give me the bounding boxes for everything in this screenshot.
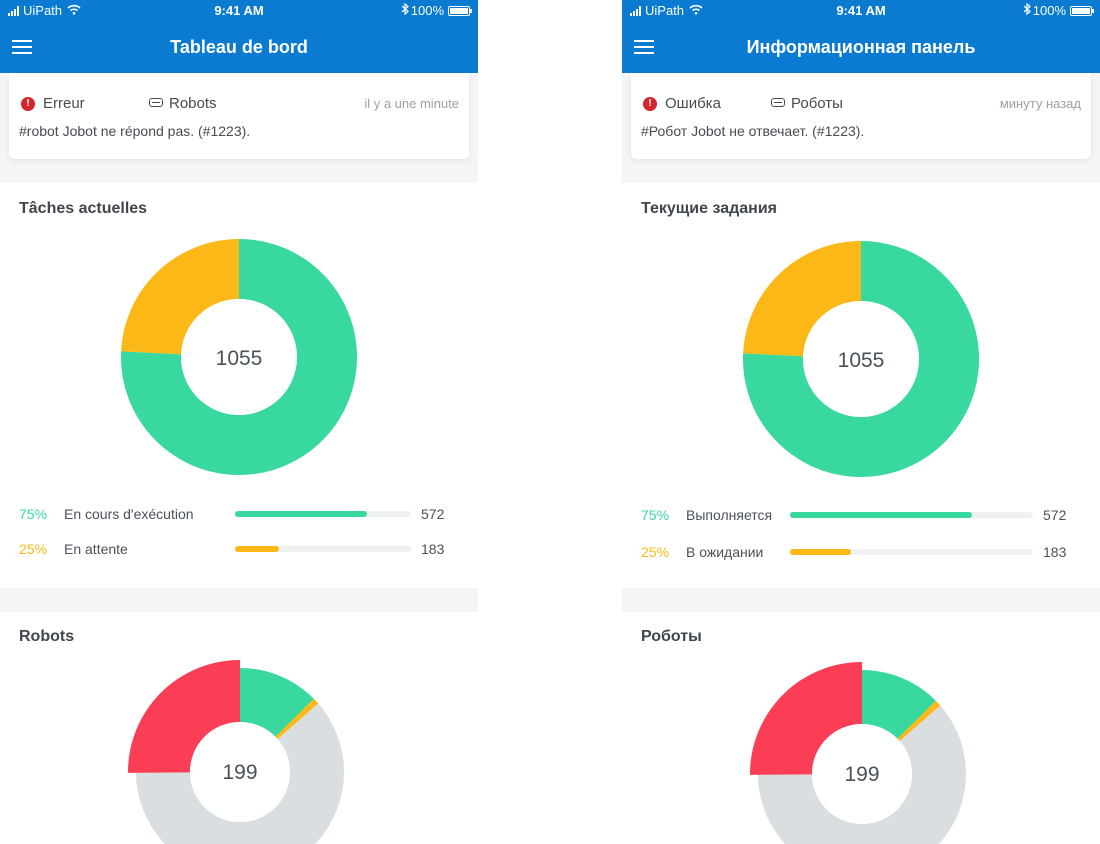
legend-row-running: 75% Выполняется 572	[622, 507, 1100, 525]
legend-percent: 75%	[19, 506, 48, 522]
signal-icon	[630, 5, 641, 16]
robot-icon	[149, 98, 163, 107]
nav-bar: Tableau de bord	[0, 22, 478, 73]
slice-pending	[121, 239, 239, 355]
bluetooth-icon	[1023, 2, 1031, 18]
wifi-icon	[67, 3, 81, 18]
error-icon: !	[21, 97, 35, 111]
status-time: 9:41 AM	[214, 3, 264, 18]
robots-title: Роботы	[641, 628, 702, 645]
robots-total: 199	[844, 763, 879, 786]
donut-hole	[803, 301, 919, 417]
slice-available	[240, 668, 314, 737]
page-title: Информационная панель	[746, 37, 976, 57]
tasks-total: 1055	[838, 349, 885, 372]
legend-row-running: 75% En cours d'exécution 572	[0, 506, 478, 524]
tasks-title: Текущие задания	[641, 200, 777, 217]
robots-title: Robots	[19, 628, 75, 645]
nav-bar: Информационная панель	[622, 22, 1100, 73]
battery-icon	[448, 5, 472, 16]
battery-percent: 100%	[1032, 3, 1066, 18]
legend-label: En attente	[64, 541, 128, 557]
alert-card[interactable]: ! Ошибка Роботы минуту назад #Робот Jobo…	[631, 73, 1091, 159]
progress-fill	[235, 546, 279, 552]
carrier-label: UiPath	[645, 3, 685, 18]
legend-percent: 25%	[641, 544, 670, 560]
legend-row-pending: 25% En attente 183	[0, 541, 478, 559]
alert-category: Robots	[169, 95, 217, 112]
tasks-card[interactable]: Текущие задания 1055 75% Выполняется 572…	[622, 183, 1100, 588]
legend-label: Выполняется	[686, 507, 773, 523]
legend-row-pending: 25% В ожидании 183	[622, 544, 1100, 562]
donut-hole	[190, 722, 290, 822]
hamburger-icon[interactable]	[12, 40, 32, 54]
progress-fill	[790, 549, 851, 555]
tasks-donut-chart: 1055	[743, 241, 979, 478]
wifi-icon	[689, 3, 703, 18]
bluetooth-icon	[401, 2, 409, 18]
slice-unresponsive	[128, 660, 240, 773]
legend-percent: 75%	[641, 507, 670, 523]
robots-donut-chart: 199	[128, 660, 344, 844]
battery-icon	[1070, 5, 1094, 16]
signal-icon	[8, 5, 19, 16]
robots-card[interactable]: Роботы 199	[622, 612, 1100, 844]
alert-card[interactable]: ! Erreur Robots il y a une minute #robot…	[9, 73, 469, 159]
slice-disconnected	[758, 705, 966, 844]
legend-label: En cours d'exécution	[64, 506, 194, 522]
slice-busy	[275, 698, 319, 740]
legend-count: 183	[421, 541, 445, 557]
slice-running	[120, 239, 358, 476]
phone-screen-ru: UiPath 9:41 AM 100% Информационная панел…	[622, 0, 1100, 844]
tasks-title: Tâches actuelles	[19, 200, 148, 217]
robots-donut-chart: 199	[750, 662, 966, 844]
status-time: 9:41 AM	[836, 3, 886, 18]
slice-running	[743, 241, 979, 478]
donut-hole	[812, 724, 912, 824]
slice-disconnected	[136, 703, 344, 844]
slice-available	[862, 670, 936, 739]
alert-time: минуту назад	[999, 96, 1081, 111]
status-bar: UiPath 9:41 AM 100%	[0, 0, 478, 22]
progress-bar	[790, 549, 1033, 555]
robot-icon	[771, 98, 785, 107]
alert-category: Роботы	[791, 95, 843, 112]
phone-screen-fr: UiPath 9:41 AM 100% Tableau de bord ! Er…	[0, 0, 478, 844]
status-bar: UiPath 9:41 AM 100%	[622, 0, 1100, 22]
alert-message: #robot Jobot ne répond pas. (#1223).	[19, 123, 251, 139]
tasks-card[interactable]: Tâches actuelles 1055 75% En cours d'exé…	[0, 183, 478, 588]
donut-hole	[181, 299, 297, 415]
slice-unresponsive	[750, 662, 862, 775]
legend-label: В ожидании	[686, 544, 764, 560]
progress-bar	[790, 512, 1033, 518]
alert-time: il y a une minute	[364, 96, 459, 111]
progress-fill	[235, 511, 367, 517]
error-icon: !	[643, 97, 657, 111]
legend-percent: 25%	[19, 541, 48, 557]
tasks-total: 1055	[216, 347, 263, 370]
progress-bar	[235, 546, 411, 552]
tasks-donut-chart: 1055	[120, 239, 358, 476]
legend-count: 572	[1043, 507, 1067, 523]
legend-count: 572	[421, 506, 445, 522]
robots-card[interactable]: Robots 199	[0, 612, 478, 844]
progress-fill	[790, 512, 973, 518]
carrier-label: UiPath	[23, 3, 63, 18]
alert-message: #Робот Jobot не отвечает. (#1223).	[641, 123, 865, 139]
battery-percent: 100%	[410, 3, 444, 18]
page-title: Tableau de bord	[170, 37, 308, 57]
legend-count: 183	[1043, 544, 1067, 560]
hamburger-icon[interactable]	[634, 40, 654, 54]
alert-level: Erreur	[43, 95, 85, 112]
progress-bar	[235, 511, 411, 517]
slice-busy	[897, 700, 941, 742]
robots-total: 199	[222, 761, 257, 784]
slice-pending	[743, 241, 861, 357]
alert-level: Ошибка	[665, 95, 721, 112]
